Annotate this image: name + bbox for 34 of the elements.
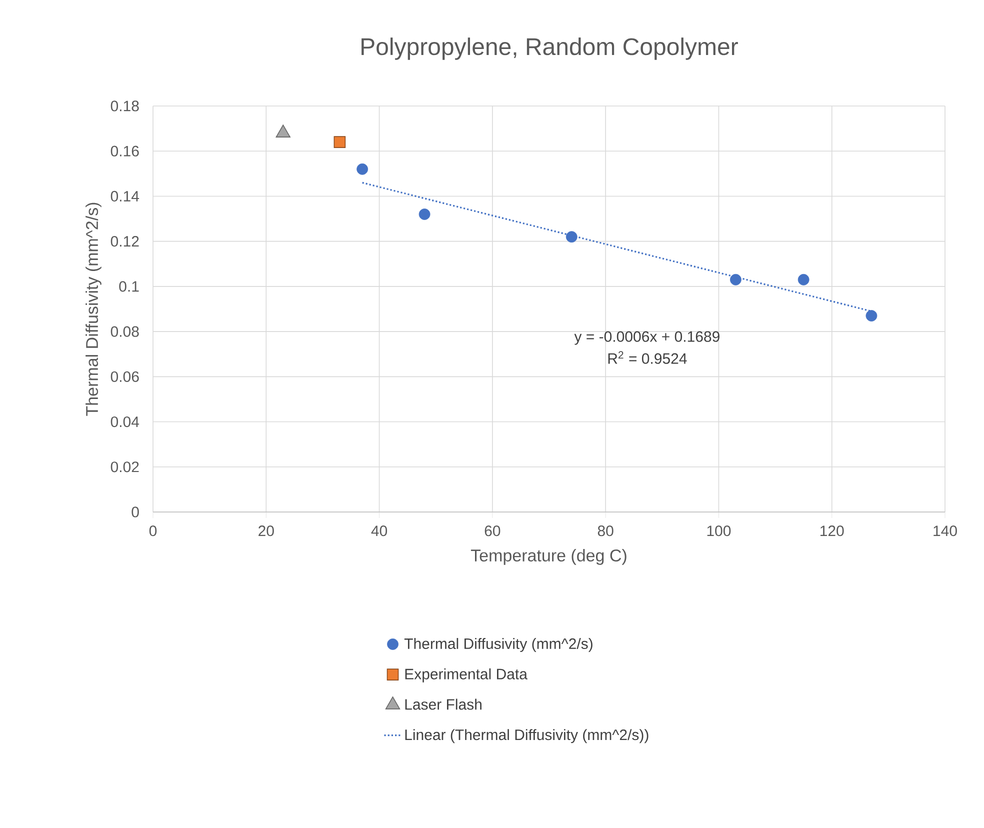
point	[798, 274, 810, 286]
x-tick-label: 40	[371, 526, 388, 536]
x-tick-label: 20	[258, 526, 274, 536]
point	[866, 310, 878, 322]
legend-label: Thermal Diffusivity (mm^2/s)	[404, 638, 592, 652]
y-tick-label: 0.04	[110, 416, 140, 428]
y-tick-label: 0.16	[110, 146, 139, 156]
chart-title: Polypropylene, Random Copolymer	[362, 38, 738, 60]
legend-label: Linear (Thermal Diffusivity (mm^2/s))	[405, 729, 648, 744]
y-tick-label: 0.12	[110, 236, 139, 247]
y-tick-label: 0	[132, 506, 139, 518]
y-tick-label: 0.1	[119, 281, 139, 292]
point	[334, 136, 346, 148]
point	[730, 274, 742, 286]
x-tick-label: 140	[934, 526, 957, 536]
y-tick-label: 0.08	[110, 326, 139, 337]
y-tick-label: 0.14	[110, 190, 140, 202]
legend-label: Laser Flash	[405, 698, 482, 710]
point	[356, 163, 368, 175]
y-tick-label: 0.18	[110, 100, 139, 112]
point	[566, 231, 578, 243]
annotation: R$^{2}$ = 0.9524	[608, 351, 687, 364]
point	[418, 208, 430, 220]
x-tick-label: 100	[707, 526, 731, 536]
y-tick-label: 0.02	[110, 462, 139, 472]
y-tick-label: 0.06	[110, 371, 139, 382]
x-tick-label: 0	[149, 526, 157, 536]
y-axis-title: Thermal Diffusivity (mm^2/s)	[86, 202, 102, 416]
x-tick-label: 120	[820, 526, 844, 536]
x-axis-title: Temperature (deg C)	[470, 549, 626, 565]
x-tick-label: 60	[484, 526, 500, 536]
annotation: y = -0.0006x + 0.1689	[574, 331, 720, 345]
x-tick-label: 80	[598, 526, 614, 536]
legend-label: Experimental Data	[405, 668, 528, 682]
